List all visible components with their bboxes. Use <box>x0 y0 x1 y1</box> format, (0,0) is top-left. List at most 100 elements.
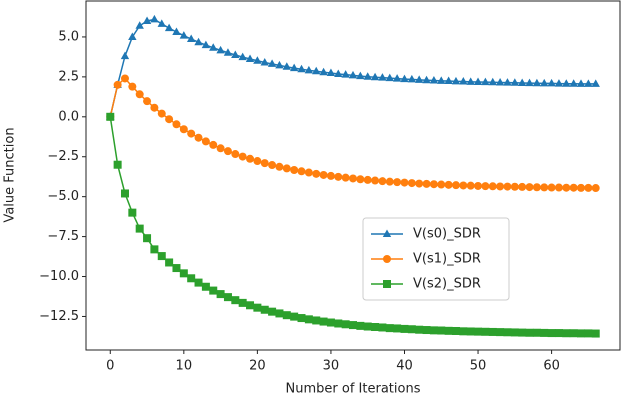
marker <box>150 103 159 112</box>
marker <box>201 282 210 291</box>
marker <box>120 189 129 198</box>
marker <box>517 78 527 86</box>
marker <box>429 76 439 84</box>
marker <box>540 78 549 87</box>
marker <box>400 74 409 83</box>
marker <box>414 75 424 83</box>
marker <box>429 326 438 335</box>
marker <box>400 178 409 187</box>
marker <box>216 144 225 153</box>
marker <box>349 321 357 330</box>
marker <box>584 329 593 338</box>
marker <box>282 311 291 320</box>
marker <box>459 327 468 336</box>
marker <box>209 286 218 295</box>
marker <box>319 67 328 76</box>
marker <box>382 229 392 237</box>
marker <box>341 70 350 78</box>
marker <box>304 65 314 74</box>
marker <box>437 180 446 189</box>
marker <box>268 307 277 316</box>
marker <box>562 79 571 87</box>
marker <box>223 147 232 156</box>
marker <box>466 77 475 85</box>
marker <box>267 59 277 67</box>
marker <box>356 321 365 330</box>
marker <box>223 293 232 302</box>
marker <box>165 258 174 267</box>
marker <box>466 327 475 336</box>
marker <box>510 78 520 86</box>
marker <box>150 14 159 23</box>
marker <box>143 97 152 106</box>
y-tick-label: −5.0 <box>47 189 79 204</box>
series-line <box>109 77 596 189</box>
marker <box>260 305 269 314</box>
marker <box>451 326 460 335</box>
marker <box>569 79 578 87</box>
marker <box>334 172 343 181</box>
marker <box>201 40 211 49</box>
marker <box>209 140 218 149</box>
marker <box>503 78 512 86</box>
marker <box>554 329 563 338</box>
marker <box>488 327 497 336</box>
marker <box>106 112 115 121</box>
marker <box>496 182 505 191</box>
marker <box>495 77 505 86</box>
marker <box>481 182 490 191</box>
legend-label: V(s0)_SDR <box>413 227 481 242</box>
x-tick-label: 40 <box>396 359 413 374</box>
marker <box>319 170 328 179</box>
marker <box>363 175 372 184</box>
marker <box>297 314 306 323</box>
marker <box>260 159 269 168</box>
marker <box>481 327 490 336</box>
marker <box>547 329 556 338</box>
marker <box>415 179 424 188</box>
marker <box>407 179 416 188</box>
marker <box>437 76 446 84</box>
marker <box>282 62 292 70</box>
marker <box>349 174 357 183</box>
marker <box>128 82 137 91</box>
marker <box>348 70 358 79</box>
marker <box>209 43 218 51</box>
marker <box>371 176 380 185</box>
marker <box>429 180 438 189</box>
marker <box>179 125 188 134</box>
marker <box>172 264 181 273</box>
marker <box>187 274 196 283</box>
marker <box>415 325 424 334</box>
marker <box>407 74 417 83</box>
marker <box>562 329 571 338</box>
legend-label: V(s2)_SDR <box>413 277 481 292</box>
marker <box>238 152 247 161</box>
marker <box>312 169 321 178</box>
marker <box>120 74 129 83</box>
marker <box>532 328 541 337</box>
marker <box>157 252 166 261</box>
marker <box>356 175 365 184</box>
marker <box>128 208 137 217</box>
marker <box>142 16 152 24</box>
marker <box>474 181 483 190</box>
x-tick-label: 60 <box>543 359 560 374</box>
marker <box>562 183 571 192</box>
marker <box>518 182 527 191</box>
x-tick-label: 10 <box>176 359 193 374</box>
marker <box>584 183 593 192</box>
x-tick-label: 50 <box>470 359 487 374</box>
x-axis-label: Number of Iterations <box>286 382 421 397</box>
marker <box>488 77 497 86</box>
legend: V(s0)_SDR V(s1)_SDR V(s2)_SDR <box>362 217 510 301</box>
marker <box>378 323 387 332</box>
marker <box>312 316 321 325</box>
marker <box>187 129 196 138</box>
marker <box>510 328 519 337</box>
marker <box>503 328 512 337</box>
marker <box>179 31 189 39</box>
marker <box>392 74 402 82</box>
marker <box>275 309 284 318</box>
